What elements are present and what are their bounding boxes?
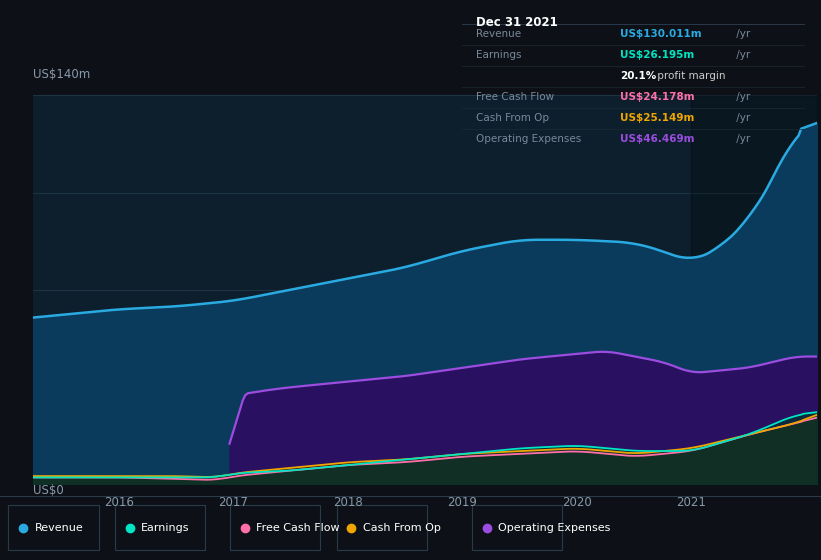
Text: US$46.469m: US$46.469m: [620, 134, 695, 144]
Text: Free Cash Flow: Free Cash Flow: [475, 92, 554, 102]
Text: /yr: /yr: [733, 50, 750, 60]
Text: Revenue: Revenue: [475, 29, 521, 39]
Text: US$25.149m: US$25.149m: [620, 113, 694, 123]
Text: /yr: /yr: [733, 113, 750, 123]
Text: profit margin: profit margin: [654, 71, 726, 81]
Text: 2021: 2021: [676, 496, 706, 508]
Text: Earnings: Earnings: [475, 50, 521, 60]
Text: US$130.011m: US$130.011m: [620, 29, 701, 39]
Text: Cash From Op: Cash From Op: [363, 523, 441, 533]
Text: Revenue: Revenue: [34, 523, 83, 533]
Text: US$140m: US$140m: [33, 68, 90, 81]
Text: /yr: /yr: [733, 134, 750, 144]
Text: US$26.195m: US$26.195m: [620, 50, 694, 60]
Text: 2016: 2016: [103, 496, 134, 508]
Text: Operating Expenses: Operating Expenses: [498, 523, 611, 533]
Text: Earnings: Earnings: [141, 523, 190, 533]
Text: Dec 31 2021: Dec 31 2021: [475, 16, 557, 29]
Text: Cash From Op: Cash From Op: [475, 113, 548, 123]
Text: US$0: US$0: [33, 484, 63, 497]
Text: /yr: /yr: [733, 92, 750, 102]
Text: 20.1%: 20.1%: [620, 71, 656, 81]
Text: US$24.178m: US$24.178m: [620, 92, 695, 102]
Text: 2018: 2018: [333, 496, 363, 508]
Text: 2019: 2019: [447, 496, 477, 508]
Text: /yr: /yr: [733, 29, 750, 39]
Text: Operating Expenses: Operating Expenses: [475, 134, 581, 144]
Text: Free Cash Flow: Free Cash Flow: [256, 523, 340, 533]
Text: 2020: 2020: [562, 496, 591, 508]
Bar: [691, 95, 817, 484]
Text: 2017: 2017: [218, 496, 248, 508]
